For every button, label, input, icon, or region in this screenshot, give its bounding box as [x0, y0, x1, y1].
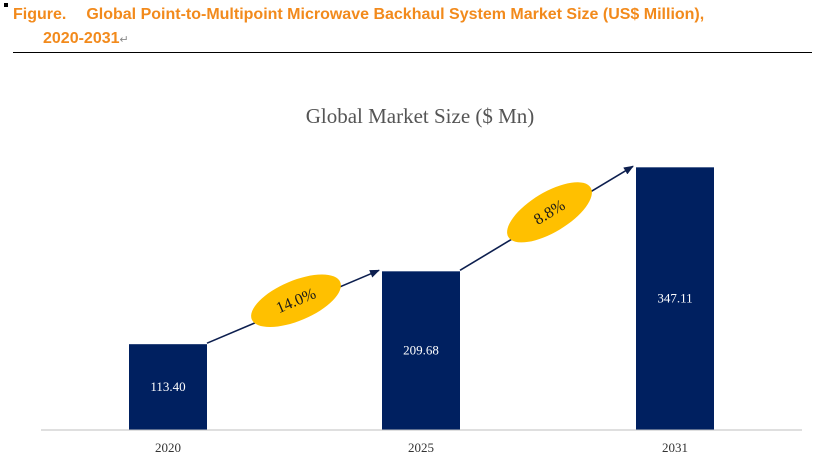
figure-caption: Figure. Global Point-to-Multipoint Microw… [13, 3, 808, 52]
data-label-2020: 113.40 [150, 379, 185, 394]
x-tick-label-2020: 2020 [155, 440, 181, 455]
caption-underline [13, 52, 812, 53]
bar-2031 [636, 167, 714, 431]
data-label-2025: 209.68 [403, 343, 439, 358]
paragraph-mark-icon: ↵ [119, 34, 129, 46]
x-tick-label-2025: 2025 [408, 440, 434, 455]
bar-2025 [382, 271, 460, 430]
figure-prefix: Figure. [13, 6, 67, 23]
data-label-2031: 347.11 [657, 291, 692, 306]
cagr-badge-1 [251, 274, 341, 328]
caption-bullet [4, 3, 8, 7]
figure-title-line1: Global Point-to-Multipoint Microwave Bac… [86, 6, 705, 23]
cagr-badge-2 [507, 182, 592, 243]
bar-2020 [129, 344, 207, 430]
chart-title: Global Market Size ($ Mn) [306, 104, 535, 128]
figure-title-line2: 2020-2031 [43, 30, 120, 47]
x-tick-label-2031: 2031 [662, 440, 688, 455]
